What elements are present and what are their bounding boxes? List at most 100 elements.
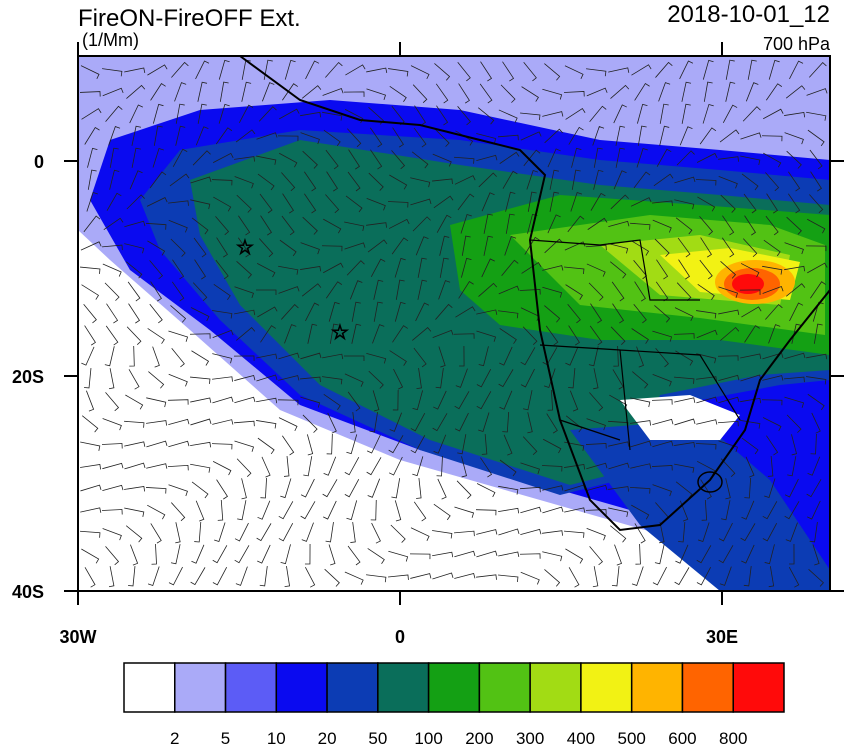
- wind-barb: [216, 237, 228, 258]
- wind-barb: [282, 193, 294, 214]
- wind-barb: [523, 61, 537, 82]
- wind-barb: [237, 500, 247, 521]
- wind-barb: [789, 543, 795, 565]
- wind-barb: [102, 68, 123, 77]
- wind-barb: [608, 441, 630, 447]
- wind-barb: [457, 106, 471, 126]
- wind-barb: [174, 82, 187, 102]
- wind-barb: [300, 478, 315, 498]
- wind-barb: [279, 239, 297, 257]
- wind-barb: [457, 193, 475, 211]
- wind-barb: [343, 355, 365, 362]
- wind-barb: [438, 280, 451, 300]
- wind-barb: [652, 200, 673, 206]
- wind-barb: [588, 346, 599, 367]
- wind-barb: [659, 125, 670, 146]
- wind-barb: [148, 371, 165, 389]
- wind-barb: [325, 149, 339, 170]
- wind-barb: [546, 413, 558, 434]
- wind-barb: [590, 192, 606, 211]
- wind-barb: [613, 104, 627, 124]
- wind-barb: [784, 501, 800, 520]
- wind-barb: [521, 262, 542, 274]
- wind-barb: [108, 368, 115, 390]
- lesotho: [697, 471, 723, 493]
- wind-barb: [454, 506, 475, 518]
- wind-barb: [124, 507, 145, 517]
- wind-barb: [152, 103, 164, 124]
- wind-barb: [679, 500, 689, 522]
- wind-barb: [522, 436, 538, 456]
- wind-barb: [109, 169, 120, 190]
- wind-barb: [366, 353, 387, 364]
- wind-barb: [171, 281, 185, 302]
- wind-barb: [435, 83, 449, 104]
- wind-barb: [279, 152, 298, 168]
- wind-barb: [586, 462, 608, 470]
- colorbar-label: 10: [267, 729, 286, 747]
- wind-barb: [366, 574, 387, 583]
- wind-barb: [321, 245, 343, 252]
- wind-barb: [345, 64, 366, 76]
- wind-barb: [150, 523, 162, 544]
- wind-barb: [388, 218, 410, 229]
- wind-barb: [278, 352, 300, 360]
- wind-barb: [719, 566, 732, 586]
- colorbar-label: 400: [567, 729, 595, 747]
- wind-barb: [502, 61, 515, 82]
- wind-barb: [368, 107, 385, 125]
- wind-barb: [413, 347, 427, 368]
- wind-barb: [125, 525, 143, 543]
- wind-barb: [217, 499, 224, 521]
- wind-barb: [125, 261, 143, 279]
- wind-barb: [806, 479, 822, 498]
- wind-barb: [615, 147, 625, 168]
- wind-barb: [476, 550, 498, 558]
- wind-barb: [652, 374, 672, 387]
- wind-barb: [168, 200, 189, 206]
- wind-barb: [260, 477, 267, 499]
- wind-barb: [278, 286, 300, 294]
- wind-barb: [150, 83, 166, 101]
- wind-barb: [237, 237, 251, 258]
- wind-barb: [81, 108, 102, 120]
- wind-barb: [542, 551, 563, 562]
- wind-barb: [83, 215, 101, 233]
- wind-barb: [194, 259, 207, 280]
- wind-barb: [283, 456, 290, 477]
- wind-barb: [744, 215, 756, 236]
- wind-barb: [808, 62, 827, 78]
- wind-barb: [610, 194, 629, 210]
- wind-barb: [168, 219, 188, 233]
- wind-barb: [322, 111, 343, 121]
- wind-barb: [325, 61, 343, 78]
- wind-barb: [191, 350, 210, 366]
- wind-barb: [544, 569, 561, 587]
- wind-barb: [416, 478, 422, 499]
- wind-barb: [368, 370, 384, 389]
- wind-barb: [125, 394, 144, 410]
- wind-barb: [696, 566, 712, 586]
- wind-barb: [214, 522, 226, 543]
- wind-barb: [498, 109, 518, 123]
- units: (1/Mm): [82, 30, 139, 50]
- wind-barb: [256, 397, 278, 404]
- wind-barb: [505, 213, 515, 234]
- wind-barb: [261, 456, 271, 478]
- wind-barb: [347, 545, 361, 566]
- wind-barb: [681, 81, 692, 102]
- wind-barb: [349, 280, 363, 300]
- wind-barb: [351, 323, 362, 344]
- wind-barb: [655, 348, 669, 368]
- wind-barb: [368, 172, 384, 191]
- wind-barb: [631, 240, 650, 256]
- wind-barb: [124, 243, 145, 254]
- wind-barb: [743, 193, 757, 214]
- wind-barb: [234, 309, 256, 316]
- wind-barb: [212, 310, 233, 319]
- wind-barb: [543, 368, 556, 388]
- wind-barb: [126, 84, 146, 99]
- wind-barb: [433, 195, 454, 209]
- wind-barb: [655, 61, 673, 78]
- wind-barb: [608, 507, 629, 518]
